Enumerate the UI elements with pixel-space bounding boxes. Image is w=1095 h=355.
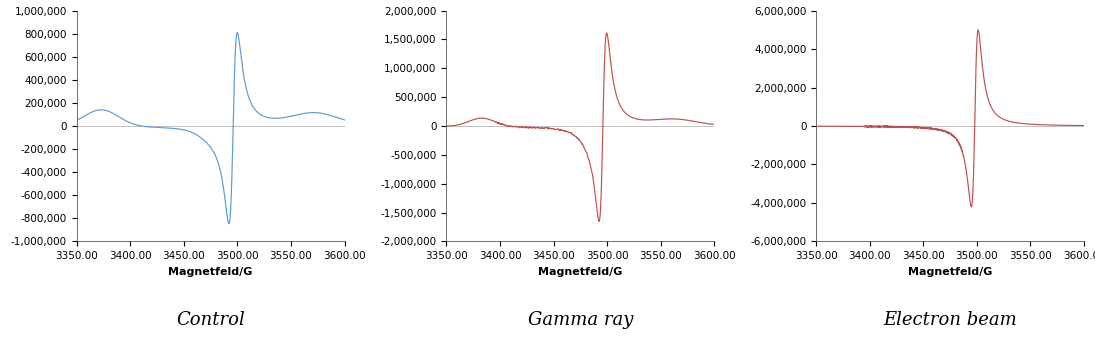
- Text: Electron beam: Electron beam: [884, 311, 1017, 329]
- X-axis label: Magnetfeld/G: Magnetfeld/G: [538, 267, 623, 277]
- X-axis label: Magnetfeld/G: Magnetfeld/G: [169, 267, 253, 277]
- X-axis label: Magnetfeld/G: Magnetfeld/G: [908, 267, 992, 277]
- Text: Control: Control: [176, 311, 245, 329]
- Text: Gamma ray: Gamma ray: [528, 311, 633, 329]
